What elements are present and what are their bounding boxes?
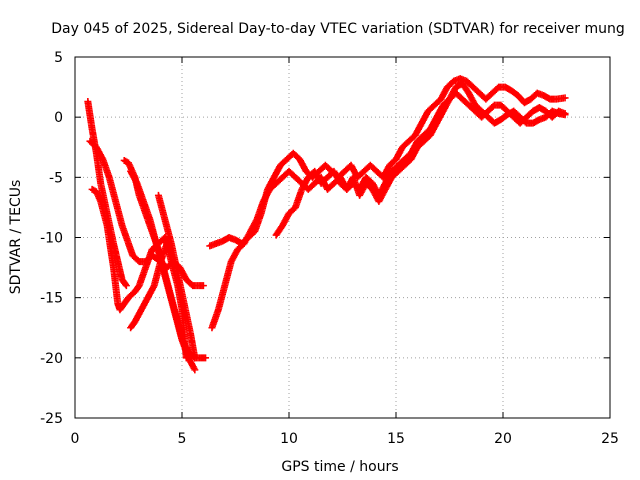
data-point: [199, 282, 207, 290]
series-6: [127, 240, 171, 332]
y-tick-label: -20: [40, 351, 63, 367]
data-point: [561, 111, 569, 119]
y-tick-label: -5: [49, 170, 63, 186]
y-tick-label: -25: [40, 411, 63, 427]
data-point: [252, 217, 260, 225]
data-point: [191, 366, 199, 374]
y-tick-label: -15: [40, 291, 63, 307]
series-7: [154, 191, 199, 362]
series-10: [272, 79, 569, 239]
y-tick-label: -10: [40, 231, 63, 247]
data-point: [202, 354, 210, 362]
x-tick-label: 25: [601, 431, 619, 447]
data-point: [149, 283, 157, 291]
y-axis-label: SDTVAR / TECUs: [8, 180, 24, 295]
x-tick-label: 10: [280, 431, 298, 447]
data-point: [190, 364, 198, 372]
y-tick-label: 0: [54, 110, 63, 126]
data-point: [122, 280, 130, 288]
axis-ticks: 0 5 10 15 20 25 -25 -20 -15 -10 -5 0 5: [40, 50, 619, 447]
x-tick-label: 20: [494, 431, 512, 447]
series-5: [127, 167, 199, 374]
x-tick-label: 5: [178, 431, 187, 447]
y-tick-label: 5: [54, 50, 63, 66]
x-tick-label: 15: [387, 431, 405, 447]
data-point: [98, 154, 106, 162]
chart-title: Day 045 of 2025, Sidereal Day-to-day VTE…: [51, 21, 625, 37]
data-point: [132, 178, 140, 186]
data-point: [561, 94, 569, 102]
data-series: [84, 75, 569, 374]
data-point: [122, 282, 130, 290]
x-axis-label: GPS time / hours: [281, 459, 398, 475]
x-tick-label: 0: [71, 431, 80, 447]
data-point: [191, 354, 199, 362]
